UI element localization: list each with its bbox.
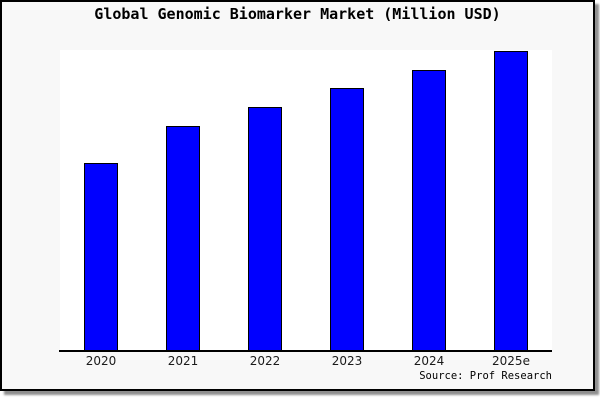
x-tick-label-2024: 2024 xyxy=(413,354,445,368)
source-caption: Source: Prof Research xyxy=(419,370,552,382)
x-tick-label-2021: 2021 xyxy=(167,354,199,368)
bar-2022 xyxy=(247,107,283,351)
plot-area xyxy=(60,50,552,351)
x-tick-label-2020: 2020 xyxy=(85,354,117,368)
x-tick-label-2023: 2023 xyxy=(331,354,363,368)
chart-title: Global Genomic Biomarker Market (Million… xyxy=(94,5,501,23)
x-axis-line xyxy=(59,350,552,352)
bar-2025e xyxy=(493,51,529,351)
bar-2021 xyxy=(165,126,201,351)
bar-2024 xyxy=(411,70,447,351)
bar-2020 xyxy=(83,163,119,351)
x-tick-label-2025e: 2025e xyxy=(492,354,530,368)
bar-2023 xyxy=(329,88,365,351)
x-tick-label-2022: 2022 xyxy=(249,354,281,368)
